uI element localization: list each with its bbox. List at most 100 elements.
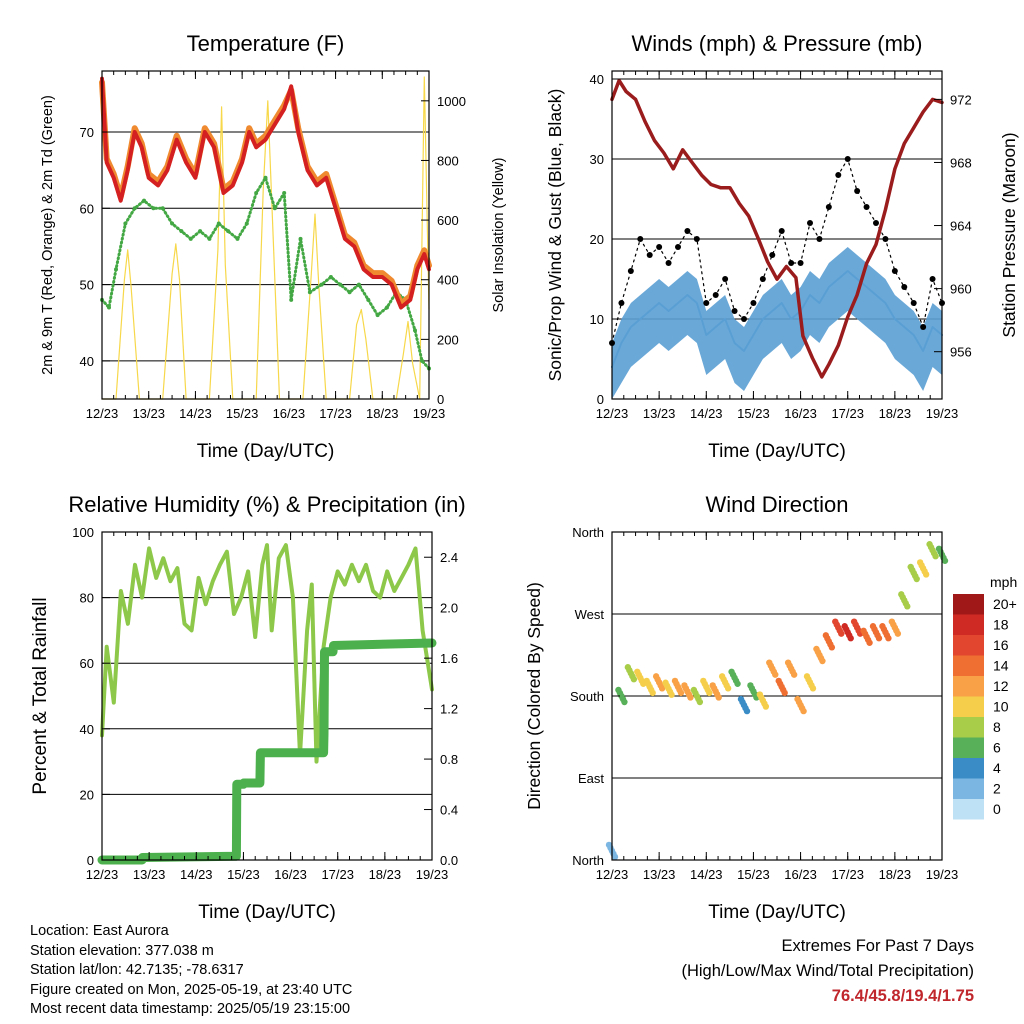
direction-point — [621, 698, 628, 706]
y2-tick-label: 400 — [437, 273, 459, 288]
direction-point — [687, 694, 694, 701]
y-tick-label: 10 — [590, 312, 604, 327]
gust-point — [769, 252, 776, 258]
gust-point — [854, 188, 861, 194]
dewpoint-point — [244, 221, 249, 226]
latlon-text: Station lat/lon: 42.7135; -78.6317 — [30, 962, 244, 978]
direction-point — [762, 703, 770, 710]
direction-point — [611, 853, 619, 861]
dewpoint-point — [188, 236, 193, 241]
colorbar-title: mph — [990, 574, 1017, 590]
y-axis-label: 2m & 9m T (Red, Orange) & 2m Td (Green) — [40, 95, 56, 375]
y2-tick-label: 0 — [437, 392, 444, 407]
direction-point — [715, 694, 722, 701]
y-tick-label: West — [575, 607, 605, 622]
x-tick-label: 16/23 — [784, 406, 817, 421]
x-tick-label: 16/23 — [273, 406, 306, 421]
y2-tick-label: 960 — [950, 282, 972, 297]
y-tick-label: 60 — [80, 201, 94, 216]
x-tick-label: 12/23 — [596, 406, 629, 421]
y2-tick-label: 0.4 — [440, 803, 458, 818]
direction-point — [847, 635, 854, 642]
y-tick-label: 0 — [87, 853, 94, 868]
y2-tick-label: 968 — [950, 155, 972, 170]
x-tick-label: 15/23 — [226, 406, 259, 421]
dewpoint-point — [263, 175, 268, 180]
chart-title: Winds (mph) & Pressure (mb) — [632, 31, 923, 56]
direction-point — [668, 691, 675, 698]
x-axis-label: Time (Day/UTC) — [197, 441, 335, 462]
colorbar-swatch — [953, 614, 984, 635]
station-info: Location: East Aurora Station elevation:… — [30, 922, 352, 1020]
direction-point — [696, 698, 704, 706]
dewpoint-point — [142, 198, 147, 203]
elevation-text: Station elevation: 377.038 m — [30, 942, 214, 959]
direction-point — [941, 557, 949, 564]
direction-point — [790, 671, 798, 678]
direction-point — [630, 676, 638, 683]
x-tick-label: 12/23 — [596, 867, 629, 882]
direction-point — [885, 635, 892, 642]
x-tick-label: 15/23 — [737, 406, 770, 421]
y-tick-label: 100 — [72, 525, 94, 540]
x-tick-label: 13/23 — [643, 406, 676, 421]
direction-point — [932, 553, 939, 560]
gust-point — [618, 300, 625, 306]
dewpoint-point — [216, 221, 221, 226]
dewpoint-point — [198, 229, 203, 234]
colorbar-label: 18 — [993, 617, 1009, 633]
colorbar-label: 20+ — [993, 596, 1017, 612]
direction-point — [743, 707, 751, 715]
y-tick-label: 40 — [80, 722, 94, 737]
y2-axis-label: Station Pressure (Maroon) — [999, 132, 1019, 337]
y2-tick-label: 1.2 — [440, 702, 458, 717]
direction-point — [913, 575, 920, 583]
dewpoint-point — [235, 236, 240, 241]
dewpoint-point — [123, 221, 128, 226]
dewpoint-point — [289, 297, 294, 302]
y-tick-label: 20 — [80, 787, 94, 802]
x-tick-label: 13/23 — [643, 867, 676, 882]
gust-point — [825, 204, 832, 210]
dewpoint-point — [419, 358, 424, 363]
direction-point — [677, 689, 685, 697]
dewpoint-point — [319, 282, 324, 287]
dewpoint-point — [160, 206, 165, 211]
direction-point — [819, 657, 826, 665]
y-tick-label: 0 — [597, 392, 604, 407]
gust-point — [901, 284, 908, 290]
colorbar-swatch — [953, 737, 984, 758]
solar-insolation-line — [101, 76, 430, 400]
colorbar-label: 10 — [993, 699, 1009, 715]
y2-tick-label: 964 — [950, 219, 972, 234]
colorbar-label: 0 — [993, 801, 1001, 817]
y-axis-label: Sonic/Prop Wind & Gust (Blue, Black) — [545, 89, 565, 382]
x-tick-label: 12/23 — [86, 867, 119, 882]
y2-tick-label: 956 — [950, 345, 972, 360]
x-tick-label: 19/23 — [926, 867, 959, 882]
dewpoint-point — [272, 206, 277, 211]
colorbar-swatch — [953, 696, 984, 717]
y2-tick-label: 0.0 — [440, 853, 458, 868]
dewpoint-point — [347, 290, 352, 295]
latest-text: Most recent data timestamp: 2025/05/19 2… — [30, 1001, 351, 1017]
x-tick-label: 18/23 — [369, 867, 402, 882]
direction-point — [800, 707, 807, 715]
y-tick-label: 30 — [590, 152, 604, 167]
x-tick-label: 17/23 — [319, 406, 352, 421]
y-tick-label: 60 — [80, 656, 94, 671]
x-tick-label: 13/23 — [133, 867, 166, 882]
y-tick-label: North — [572, 853, 604, 868]
dewpoint-point — [207, 236, 212, 241]
x-tick-label: 16/23 — [784, 867, 817, 882]
y2-axis-label: Solar Insolation (Yellow) — [491, 157, 507, 312]
colorbar-label: 8 — [993, 719, 1001, 735]
y2-tick-label: 800 — [437, 153, 459, 168]
y-tick-label: 20 — [590, 232, 604, 247]
dewpoint-point — [356, 282, 361, 287]
direction-point — [904, 603, 911, 610]
dewpoint-point — [179, 229, 184, 234]
dewpoint-point — [254, 191, 259, 196]
colorbar-swatch — [953, 717, 984, 738]
gust-point — [788, 260, 795, 266]
